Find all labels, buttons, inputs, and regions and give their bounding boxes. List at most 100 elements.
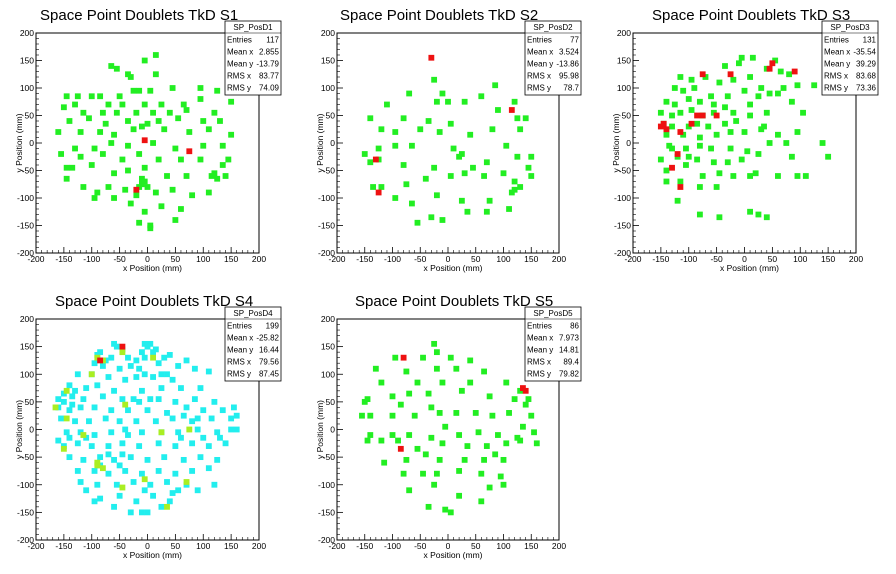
stats-row-label: Mean x bbox=[527, 48, 553, 57]
heatmap-cell bbox=[108, 407, 115, 414]
x-tick-label: 200 bbox=[252, 541, 266, 551]
heatmap-cell bbox=[133, 374, 140, 380]
heatmap-cell bbox=[735, 60, 742, 67]
heatmap-cell bbox=[722, 120, 728, 127]
heatmap-cell-high bbox=[186, 148, 193, 155]
heatmap-cell bbox=[657, 156, 664, 163]
heatmap-cell bbox=[189, 440, 196, 447]
heatmap-cell bbox=[80, 456, 87, 463]
stats-row-label: Mean y bbox=[824, 60, 850, 69]
heatmap-cell bbox=[447, 120, 454, 127]
heatmap-cell bbox=[111, 170, 117, 177]
heatmap-cell bbox=[511, 98, 518, 105]
heatmap-cell bbox=[150, 109, 157, 116]
heatmap-cell-mid bbox=[60, 445, 67, 452]
heatmap-cell bbox=[442, 506, 449, 513]
x-tick-label: -100 bbox=[384, 254, 401, 264]
heatmap-cell-mid bbox=[119, 349, 126, 356]
y-tick-label: 0 bbox=[330, 138, 335, 148]
chart-panel-5: Space Point Doublets TkD S5 -200 -150 -100 -… bbox=[315, 293, 582, 560]
heatmap-cell-high bbox=[97, 357, 104, 364]
heatmap-cell bbox=[72, 145, 78, 152]
y-tick-label: -150 bbox=[318, 221, 335, 231]
heatmap-cell bbox=[228, 415, 235, 422]
heatmap-cell bbox=[677, 178, 684, 185]
heatmap-cell bbox=[63, 164, 70, 171]
heatmap-cell bbox=[378, 126, 385, 133]
heatmap-cell bbox=[138, 429, 145, 436]
heatmap-cell bbox=[433, 470, 440, 477]
heatmap-cell bbox=[414, 445, 421, 452]
x-tick-label: -100 bbox=[384, 541, 401, 551]
heatmap-cell bbox=[74, 93, 81, 100]
heatmap-cell bbox=[164, 371, 170, 378]
heatmap-cell bbox=[155, 440, 162, 447]
y-axis-label: y Position (mm) bbox=[315, 113, 325, 172]
heatmap-cell bbox=[447, 354, 454, 361]
heatmap-cell bbox=[80, 109, 87, 116]
heatmap-cell bbox=[420, 470, 426, 477]
heatmap-cell bbox=[777, 68, 784, 75]
stats-box bbox=[524, 306, 582, 382]
heatmap-cell bbox=[506, 410, 512, 416]
heatmap-cell bbox=[367, 412, 374, 419]
stats-row-value: 199 bbox=[266, 322, 280, 331]
heatmap-cell bbox=[228, 131, 235, 138]
heatmap-cell bbox=[125, 167, 131, 174]
heatmap-cell bbox=[506, 206, 512, 212]
heatmap-cell bbox=[775, 90, 781, 97]
heatmap-cell bbox=[211, 170, 218, 177]
y-tick-label: 50 bbox=[622, 111, 632, 121]
y-tick-label: 200 bbox=[617, 28, 631, 38]
heatmap-cell bbox=[183, 404, 190, 411]
heatmap-cell bbox=[406, 432, 413, 438]
heatmap-cell bbox=[97, 495, 104, 502]
heatmap-cell bbox=[122, 426, 129, 433]
x-tick-label: -50 bbox=[414, 541, 427, 551]
heatmap-cell bbox=[431, 340, 438, 347]
heatmap-cell bbox=[747, 208, 754, 215]
heatmap-cell bbox=[211, 481, 218, 488]
heatmap-cell bbox=[439, 379, 446, 386]
x-tick-label: 0 bbox=[145, 541, 150, 551]
heatmap-cell bbox=[794, 82, 801, 89]
heatmap-cell bbox=[111, 195, 117, 201]
heatmap-cell bbox=[147, 396, 154, 403]
y-tick-label: 100 bbox=[321, 369, 335, 379]
heatmap-cell bbox=[663, 98, 670, 105]
heatmap-cell bbox=[119, 451, 126, 458]
stats-name: SP_PosD2 bbox=[533, 23, 573, 32]
heatmap-cell bbox=[172, 145, 179, 152]
y-tick-label: 150 bbox=[321, 56, 335, 66]
heatmap-cell bbox=[205, 126, 212, 133]
heatmap-cell bbox=[214, 175, 221, 182]
heatmap-cell bbox=[66, 454, 73, 461]
stats-row-label: Entries bbox=[527, 322, 552, 331]
heatmap-cell bbox=[761, 123, 767, 130]
heatmap-cell bbox=[392, 142, 399, 149]
heatmap-cell bbox=[669, 112, 675, 119]
heatmap-cell bbox=[180, 412, 187, 419]
heatmap-cell bbox=[217, 118, 223, 124]
x-tick-label: 200 bbox=[849, 254, 863, 264]
y-tick-label: 0 bbox=[626, 138, 631, 148]
heatmap-cell bbox=[189, 418, 196, 425]
heatmap-cell bbox=[367, 432, 374, 438]
heatmap-cell-high bbox=[133, 186, 140, 193]
heatmap-cell-mid bbox=[99, 465, 106, 472]
heatmap-cell bbox=[492, 82, 499, 89]
heatmap-cell bbox=[694, 120, 701, 127]
x-tick-label: 150 bbox=[224, 541, 238, 551]
y-tick-label: 150 bbox=[617, 56, 631, 66]
heatmap-cell bbox=[738, 54, 745, 61]
heatmap-cell bbox=[525, 396, 532, 403]
heatmap-cell bbox=[378, 437, 385, 444]
heatmap-cell bbox=[722, 104, 728, 111]
stats-row-value: -13.86 bbox=[556, 60, 579, 69]
heatmap-cell bbox=[219, 407, 226, 414]
heatmap-cell bbox=[122, 376, 129, 383]
heatmap-cell bbox=[467, 131, 474, 138]
heatmap-cell-high bbox=[688, 120, 695, 127]
heatmap-cell bbox=[94, 382, 101, 389]
heatmap-cell bbox=[367, 115, 374, 122]
